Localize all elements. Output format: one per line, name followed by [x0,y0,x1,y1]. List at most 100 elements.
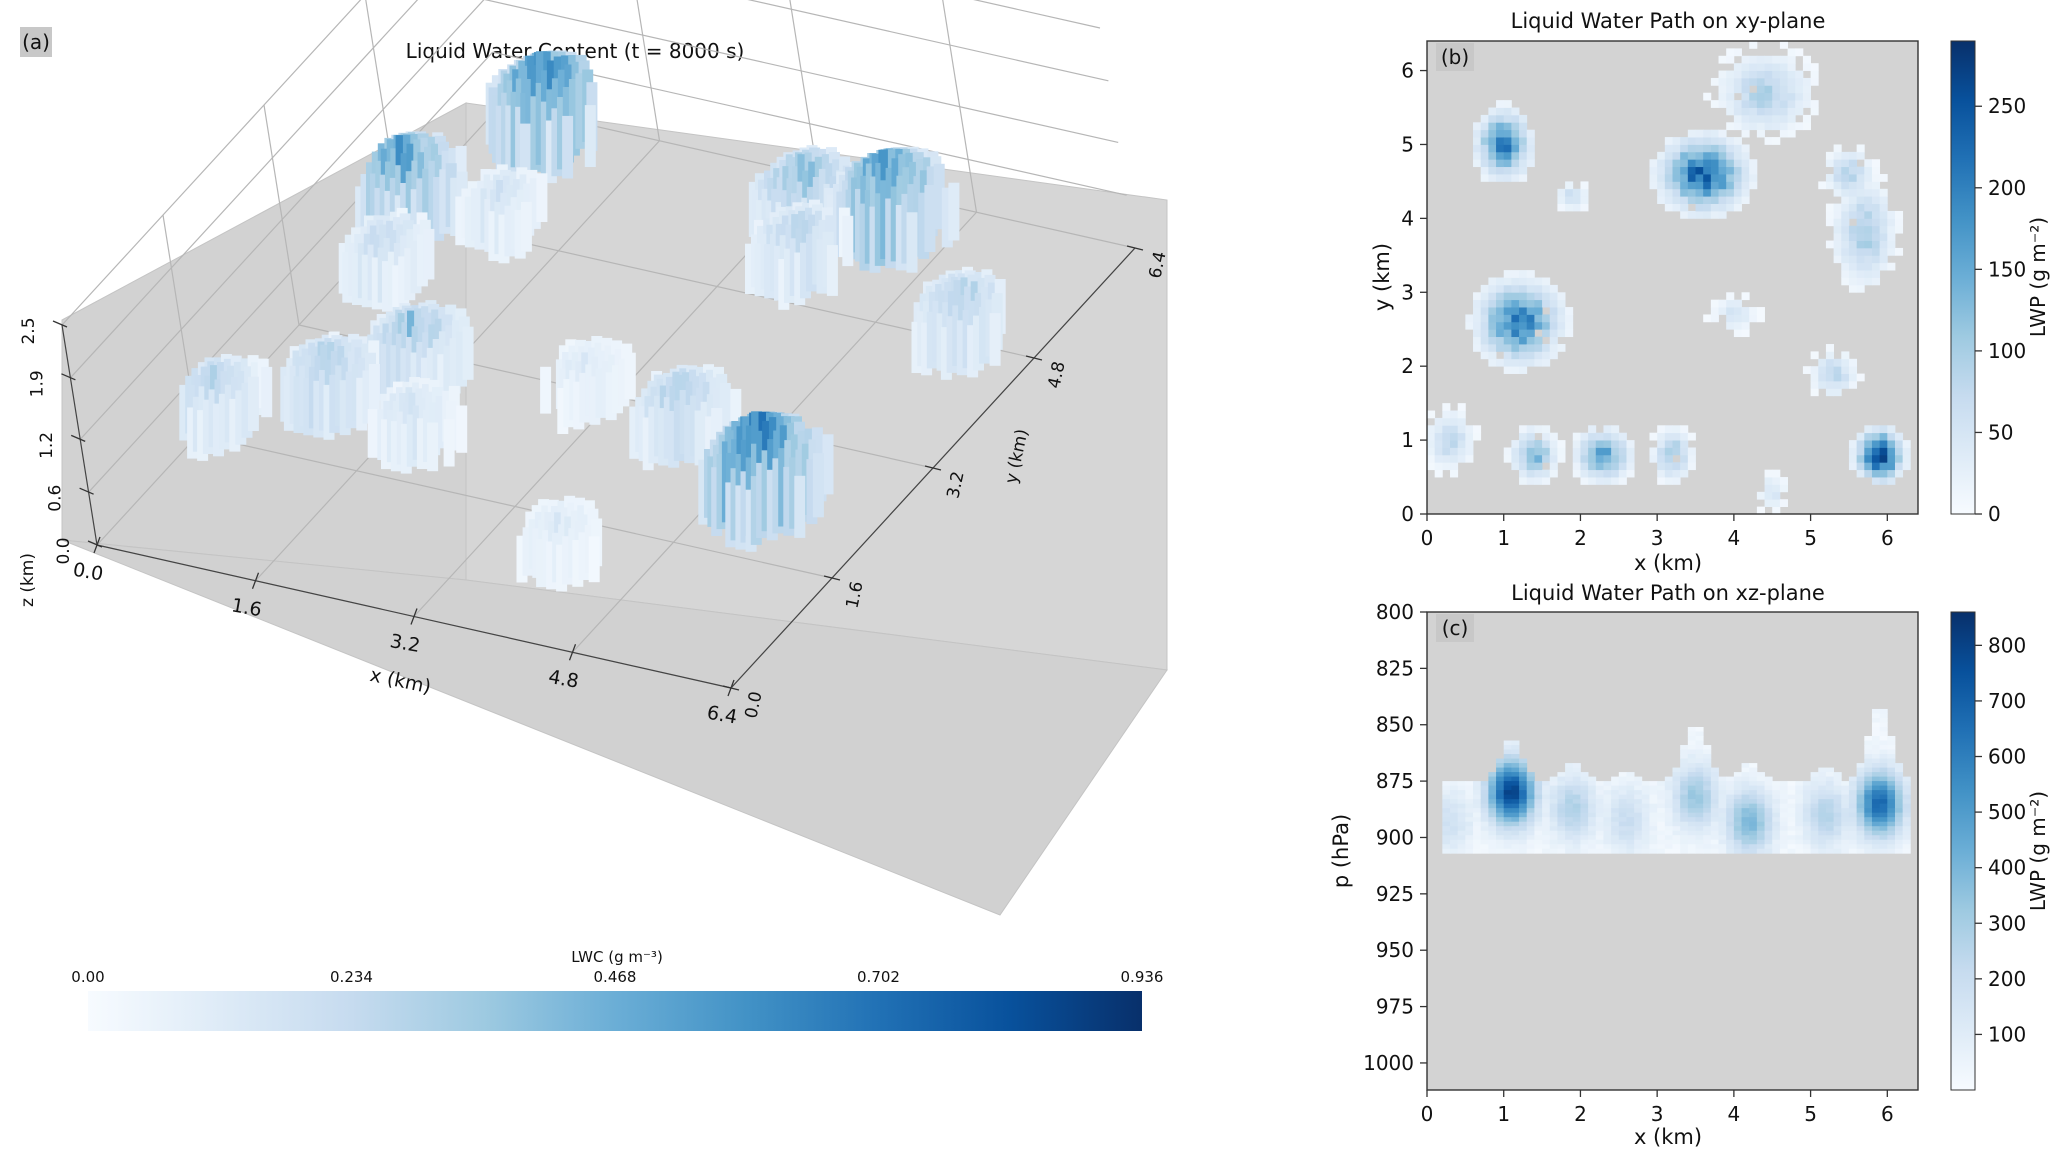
lwp-xz-cell [1879,803,1888,809]
lwp-xz-cell [1503,799,1512,805]
lwp-xz-cell [1680,776,1689,782]
lwp-xz-cell [1902,821,1911,827]
lwp-xz-cell [1672,848,1681,854]
lwp-xz-cell [1657,844,1666,850]
lwp-xy-cell [1649,174,1658,182]
lwp-xy-cell [1565,321,1574,330]
lwp-xz-cell [1519,826,1528,832]
lwc-colorbar-tick-label: 0.936 [1121,968,1164,986]
lwp-xy-cell [1749,314,1758,323]
lwp-xz-cell [1726,817,1735,823]
lwp-xz-cell [1733,817,1742,823]
lwp-xy-cell [1856,203,1865,212]
lwp-xz-cell [1741,772,1750,777]
lwp-xz-cell [1703,848,1712,854]
lwp-xy-cell [1580,196,1589,204]
lwp-xy-cell [1733,203,1742,212]
lwp-xz-cell [1695,803,1704,809]
lwp-xy-cell [1864,462,1873,471]
lwp-xz-cell [1726,790,1735,796]
lwp-xy-cell [1611,462,1620,471]
cloud-voxel [546,541,558,590]
lwp-xy-cell [1603,432,1612,441]
lwp-xy-cell [1756,100,1765,108]
lwp-xz-cell [1879,835,1888,841]
lwp-xz-cell [1503,848,1512,854]
lwp-xy-cell [1710,77,1719,86]
lwp-xz-cell [1634,835,1643,841]
cloud-voxel [345,371,357,429]
lwp-xz-cell [1511,767,1520,773]
lwp-xz-cell [1488,844,1497,850]
lwp-xy-cell [1848,151,1858,160]
lwp-xy-cell [1887,247,1896,256]
lwp-xz-cell [1703,844,1712,850]
lwp-xz-cell [1480,790,1489,796]
lwp-xy-cell [1626,469,1635,478]
lwp-xz-cell [1557,790,1566,796]
lwp-xz-cell [1879,708,1888,714]
lwp-xz-cell [1618,817,1627,823]
lwp-xz-cell [1503,830,1512,836]
xy-x-tick-label: 3 [1651,526,1664,550]
lwp-xz-colorbar-tick-label: 800 [1988,633,2026,657]
lwp-xy-cell [1503,100,1512,108]
lwp-xz-cell [1695,758,1704,764]
cloud-voxel [352,253,363,305]
lwp-xz-cell [1549,848,1558,854]
lwp-xz-cell [1473,826,1482,832]
lwp-xy-cell [1496,321,1505,330]
lwp-xy-colorbar-tick-label: 250 [1988,94,2026,118]
lwp-xz-cell [1442,781,1451,787]
lwp-xy-cell [1749,114,1758,123]
lwp-xz-cell [1779,790,1788,796]
lwp-xy-cell [1687,129,1696,138]
lwp-xy-cell [1848,233,1858,241]
lwp-xy-cell [1764,491,1773,500]
lwp-xz-cell [1772,803,1781,809]
lwp-xy-cell [1833,373,1842,382]
lwp-xz-cell [1511,812,1520,818]
lwp-xy-cell [1710,174,1719,182]
lwp-xy-cell [1557,203,1566,212]
lwp-xz-cell [1496,758,1505,764]
lwp-xy-cell [1672,151,1681,160]
lwp-xy-cell [1818,373,1827,382]
lwp-xy-cell [1657,181,1666,190]
xz-y-tick-label: 825 [1376,656,1414,680]
lwp-xz-cell [1641,848,1650,854]
lwp-xy-cell [1603,440,1612,448]
lwp-xz-cell [1718,799,1727,805]
lwp-xy-cell [1450,432,1459,441]
lwp-xz-cell [1703,763,1712,768]
lwp-xz-colorbar-tick-label: 100 [1988,1022,2026,1046]
lwp-xy-cell [1749,100,1758,108]
lwp-xy-cell [1864,425,1873,434]
lwp-xz-cell [1726,776,1735,782]
lwp-xy-cell [1825,218,1835,227]
lwp-xz-cell [1511,808,1520,814]
lwp-xz-cell [1841,799,1850,805]
lwp-xz-cell [1887,839,1896,845]
x-tick-label: 4.8 [547,666,581,693]
lwp-xz-cell [1710,790,1719,796]
lwp-xz-cell [1871,767,1881,773]
wall-gridline-y [263,104,300,326]
lwp-xy-cell [1626,462,1635,471]
lwp-xz-cell [1726,794,1735,800]
lwp-xy-cell [1680,188,1689,197]
lwp-xy-cell [1672,477,1681,485]
lwp-xz-cell [1879,839,1888,845]
lwp-xy-cell [1825,203,1835,212]
lwp-xy-cell [1542,469,1551,478]
lwp-xz-cell [1749,763,1758,768]
lwp-xz-cell [1787,790,1796,796]
lwp-xz-cell [1626,794,1635,800]
lwp-xz-cell [1572,794,1581,800]
lwp-xy-cell [1710,159,1719,168]
lwp-xz-cell [1480,839,1489,845]
lwp-xy-cell [1526,425,1535,434]
lwp-xy-cell [1534,462,1543,471]
lwp-xz-cell [1557,772,1566,777]
lwp-xy-cell [1833,151,1842,160]
